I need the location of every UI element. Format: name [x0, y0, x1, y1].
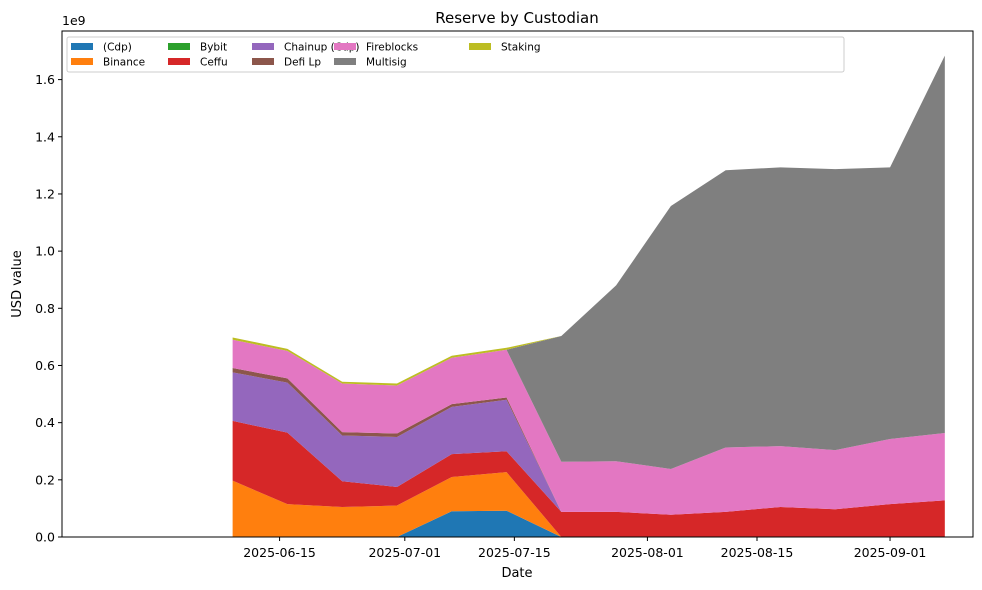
y-tick-label: 1.6: [35, 72, 55, 87]
area-series-6: [232, 339, 945, 515]
legend-swatch: [334, 43, 356, 50]
legend-swatch: [469, 43, 491, 50]
x-tick-label: 2025-07-01: [368, 545, 441, 560]
legend-label: Staking: [501, 42, 541, 54]
y-tick-label: 0.4: [35, 415, 55, 430]
y-offset-label: 1e9: [62, 13, 86, 28]
area-series-1: [232, 472, 945, 537]
chart-title: Reserve by Custodian: [435, 9, 598, 27]
x-tick-label: 2025-08-01: [611, 545, 684, 560]
y-tick-label: 0.6: [35, 358, 55, 373]
x-tick-label: 2025-08-15: [721, 545, 794, 560]
legend-swatch: [334, 58, 356, 65]
x-axis-label: Date: [501, 566, 532, 581]
x-tick-label: 2025-06-15: [243, 545, 316, 560]
legend-swatch: [71, 43, 93, 50]
y-tick-label: 0.8: [35, 301, 55, 316]
y-tick-label: 0.0: [35, 530, 55, 545]
x-axis: 2025-06-15 2025-07-01 2025-07-15 2025-08-01…: [243, 537, 926, 560]
legend-label: Defi Lp: [284, 57, 321, 69]
legend-label: (Cdp): [103, 42, 132, 54]
area-series-3: [232, 420, 945, 537]
plot-areas: [232, 55, 945, 537]
legend-label: Ceffu: [200, 57, 228, 69]
legend-swatch: [168, 43, 190, 50]
y-axis-label: USD value: [10, 250, 25, 317]
legend-swatch: [252, 58, 274, 65]
legend-swatch: [168, 58, 190, 65]
y-tick-label: 0.2: [35, 472, 55, 487]
legend-label: Fireblocks: [366, 42, 418, 54]
legend-label: Bybit: [200, 42, 227, 54]
legend-swatch: [252, 43, 274, 50]
legend-label: Binance: [103, 57, 145, 69]
legend-label: Multisig: [366, 57, 407, 69]
area-series-4: [232, 372, 945, 515]
legend-frame: [66, 36, 845, 73]
y-axis: 0.0 0.2 0.4 0.6 0.8 1.0 1.2 1.4 1.6: [35, 72, 62, 545]
x-tick-label: 2025-07-15: [478, 545, 551, 560]
x-tick-label: 2025-09-01: [854, 545, 927, 560]
y-tick-label: 1.4: [35, 129, 55, 144]
plot-frame: [61, 30, 974, 538]
area-series-7: [232, 55, 945, 469]
y-tick-label: 1.2: [35, 186, 55, 201]
legend-swatch: [71, 58, 93, 65]
y-tick-label: 1.0: [35, 244, 55, 259]
